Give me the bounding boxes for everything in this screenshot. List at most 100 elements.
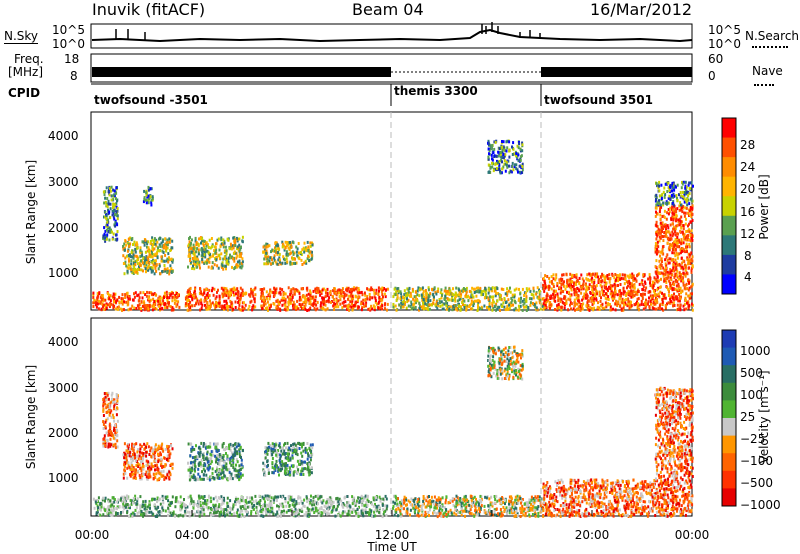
power-cell (292, 261, 295, 265)
power-cell (398, 303, 401, 307)
power-cell (662, 272, 665, 276)
power-cell (298, 251, 300, 255)
power-cell (656, 280, 659, 284)
power-cell (329, 289, 332, 293)
power-cell (146, 304, 149, 307)
power-cell (582, 295, 585, 299)
power-cell (508, 171, 511, 175)
power-cell (366, 295, 369, 299)
power-cell (577, 307, 580, 310)
power-cell (114, 292, 117, 296)
power-cell (541, 304, 544, 308)
power-cell (186, 303, 189, 307)
power-cell (567, 308, 570, 312)
power-cell (666, 237, 669, 241)
power-cell (599, 304, 602, 308)
power-cell (349, 300, 352, 304)
power-cell (652, 307, 655, 311)
power-cell (673, 276, 676, 279)
power-cell (360, 290, 363, 294)
power-cell (392, 305, 395, 309)
power-cell (657, 292, 660, 296)
power-cell (135, 307, 138, 310)
power-cell (678, 240, 681, 244)
velocity-cell (289, 495, 292, 499)
power-cell (193, 295, 196, 299)
velocity-cell (142, 512, 145, 515)
power-cell (596, 290, 599, 294)
power-cell (658, 184, 661, 188)
power-cell (627, 299, 630, 303)
power-cell (348, 290, 351, 294)
power-cell (689, 209, 692, 213)
power-cell (261, 306, 264, 310)
power-cell (403, 296, 406, 300)
velocity-cell (382, 513, 385, 516)
power-cell (206, 300, 209, 304)
power-cell (399, 290, 402, 294)
power-cell (530, 293, 533, 296)
velocity-cell (234, 498, 237, 501)
power-cell (147, 201, 150, 205)
power-cell (643, 292, 646, 296)
power-cell (108, 293, 111, 297)
velocity-cell (378, 495, 381, 499)
power-cell (591, 303, 594, 307)
power-cell (555, 276, 558, 280)
power-cell (367, 288, 370, 292)
power-cell (340, 294, 343, 298)
power-cell (642, 285, 645, 289)
power-cell (320, 301, 323, 305)
power-cell (445, 304, 448, 308)
power-cell (237, 296, 240, 300)
velocity-cell (129, 514, 132, 518)
power-cell (149, 240, 152, 243)
power-cell (283, 258, 286, 262)
power-cell (535, 292, 538, 296)
power-cell (515, 154, 518, 157)
power-cell (677, 282, 680, 286)
power-cell (488, 143, 491, 147)
power-cell (301, 263, 304, 266)
power-cell (676, 241, 679, 245)
power-cell (659, 218, 662, 222)
power-cell (241, 305, 244, 309)
power-cell (150, 187, 153, 191)
velocity-cell (132, 496, 135, 500)
power-cell (655, 182, 658, 185)
power-cell (399, 297, 402, 301)
power-cell (231, 306, 234, 309)
power-cell (113, 209, 115, 213)
power-cell (529, 301, 532, 305)
velocity-cell (317, 510, 320, 514)
power-cell (130, 262, 133, 266)
power-cell (320, 291, 323, 295)
power-cell (400, 292, 403, 296)
noise-right-tick-bottom: 10^0 (708, 37, 741, 51)
velocity-cell (279, 509, 282, 513)
power-cell (640, 281, 643, 285)
power-cell (144, 198, 147, 202)
power-cell (290, 245, 293, 249)
power-cell (149, 242, 152, 246)
power-cell (458, 293, 461, 297)
power-cell (422, 301, 425, 305)
power-cell (687, 224, 689, 228)
velocity-cell (218, 511, 221, 515)
power-cell (664, 258, 667, 262)
power-cell (409, 294, 411, 298)
power-cell (152, 297, 155, 301)
power-cell (494, 140, 497, 144)
velocity-cell (318, 496, 321, 500)
power-cell (168, 272, 171, 276)
velocity-cell (217, 505, 220, 509)
power-cell (166, 298, 169, 302)
power-cell (262, 303, 265, 307)
power-cell (624, 275, 627, 279)
velocity-cell (95, 502, 98, 506)
power-cell (603, 276, 606, 280)
power-cell (518, 142, 521, 146)
power-cell (222, 267, 225, 271)
power-cell (171, 308, 174, 312)
power-cell (410, 294, 413, 298)
